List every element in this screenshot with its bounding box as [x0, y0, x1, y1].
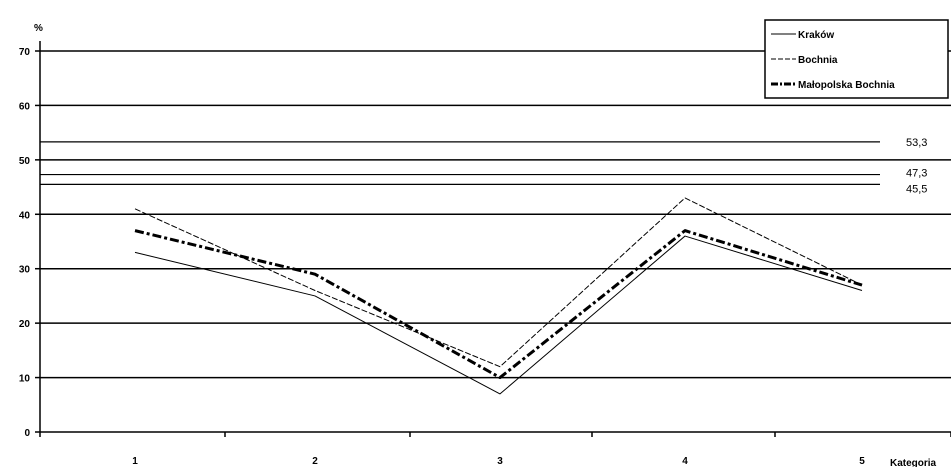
y-tick-label-20: 20 — [19, 319, 31, 330]
series-line-0 — [134, 235, 863, 395]
reference-lines: 53,3 47,3 45,5 — [40, 137, 927, 195]
x-axis-label: Kategoria — [890, 458, 937, 467]
reference-label-2: 45,5 — [906, 183, 927, 195]
x-tick-label-2: 2 — [312, 456, 318, 467]
series-line-2 — [134, 229, 863, 380]
y-tick-label-60: 60 — [19, 101, 31, 112]
y-tick-label-30: 30 — [19, 265, 31, 276]
y-tick-label-50: 50 — [19, 156, 31, 167]
legend-label-bochnia: Bochnia — [798, 55, 838, 66]
y-axis-label: % — [34, 23, 43, 34]
legend-label-malopolska: Małopolska Bochnia — [798, 80, 895, 91]
series-lines — [134, 197, 863, 395]
reference-label-1: 47,3 — [906, 168, 927, 180]
y-tick-label-10: 10 — [19, 374, 31, 385]
reference-label-0: 53,3 — [906, 137, 927, 149]
legend: Kraków Bochnia Małopolska Bochnia — [764, 19, 949, 99]
axes: 0 10 20 30 40 50 60 70 1 2 3 4 5 — [19, 41, 951, 467]
x-tick-label-4: 4 — [682, 456, 688, 467]
y-tick-label-40: 40 — [19, 210, 31, 221]
x-tick-label-3: 3 — [497, 456, 503, 467]
y-tick-label-0: 0 — [24, 428, 30, 439]
series-line-1 — [134, 197, 863, 368]
x-tick-label-1: 1 — [132, 456, 138, 467]
legend-label-krakow: Kraków — [798, 30, 834, 41]
x-tick-label-5: 5 — [859, 456, 865, 467]
gridlines — [40, 50, 951, 379]
y-tick-label-70: 70 — [19, 47, 31, 58]
